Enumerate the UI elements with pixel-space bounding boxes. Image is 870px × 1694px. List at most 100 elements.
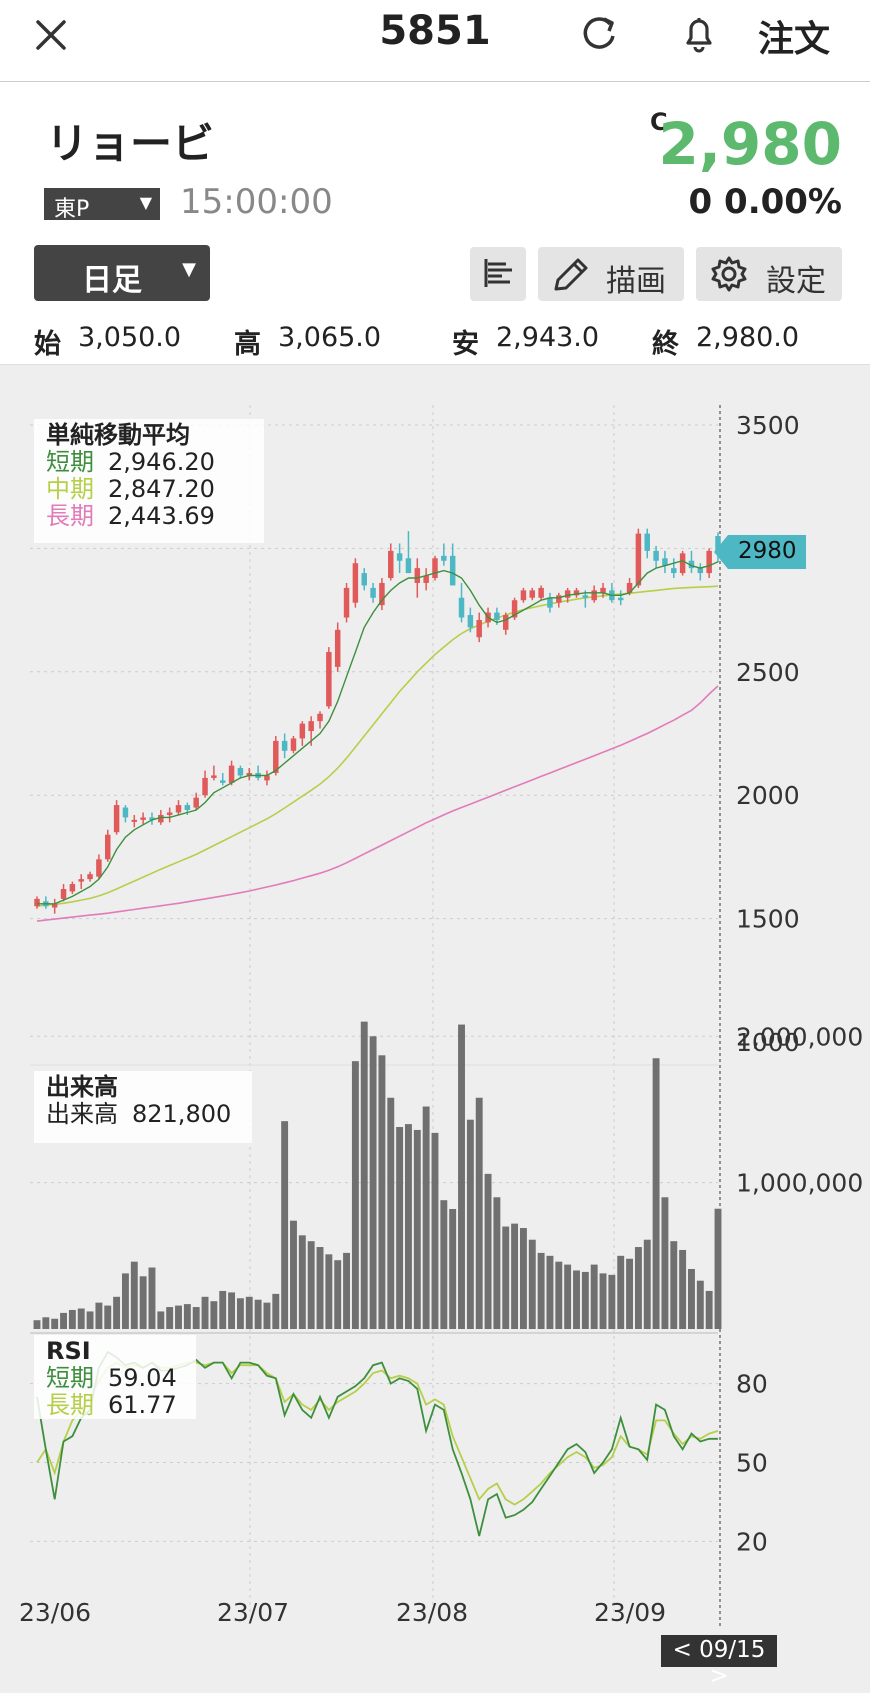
volume-bar bbox=[387, 1097, 395, 1329]
volume-bar bbox=[475, 1097, 483, 1329]
volume-bar bbox=[688, 1268, 695, 1329]
date-tick-label: 23/06 bbox=[19, 1598, 91, 1627]
volume-tick-label: 2,000,000 bbox=[736, 1022, 863, 1051]
date-cursor[interactable]: < 09/15 > bbox=[661, 1635, 777, 1689]
volume-bar bbox=[290, 1220, 297, 1329]
volume-bar bbox=[325, 1254, 333, 1329]
candle-body bbox=[644, 533, 650, 551]
volume-bar bbox=[546, 1255, 554, 1329]
volume-bar bbox=[254, 1299, 262, 1329]
price-tick-label: 1000 bbox=[736, 1028, 800, 1057]
candle-body bbox=[219, 780, 226, 783]
candle-body bbox=[688, 560, 695, 569]
price-chart[interactable]: 1000150020002500350030001,000,0002,000,0… bbox=[0, 365, 870, 1694]
candle-body bbox=[467, 615, 474, 628]
candle-body bbox=[228, 765, 235, 783]
volume-bar bbox=[405, 1124, 412, 1329]
candle-body bbox=[423, 575, 429, 583]
volume-bar bbox=[183, 1304, 191, 1329]
rsi-legend: RSI 短期 59.04 長期 61.77 bbox=[34, 1335, 196, 1419]
date-tick-label: 23/09 bbox=[594, 1598, 666, 1627]
chart-area[interactable]: 1000150020002500350030001,000,0002,000,0… bbox=[0, 364, 870, 1693]
price-tick-label: 2500 bbox=[736, 658, 800, 687]
date-tick-label: 23/07 bbox=[217, 1598, 289, 1627]
sma-short-line bbox=[37, 559, 719, 905]
refresh-icon[interactable] bbox=[576, 10, 622, 56]
draw-label: 描画 bbox=[606, 264, 666, 299]
candle-body bbox=[556, 595, 562, 603]
close-icon[interactable] bbox=[28, 12, 74, 58]
candle-body bbox=[326, 652, 332, 707]
candle-body bbox=[34, 898, 40, 907]
price-change: 0 0.00% bbox=[688, 182, 842, 222]
settings-label: 設定 bbox=[766, 264, 826, 299]
market-selector[interactable]: 東P ▼ bbox=[44, 188, 160, 222]
volume-bar bbox=[42, 1317, 50, 1329]
candle-body bbox=[617, 597, 624, 601]
candle-body bbox=[96, 859, 102, 877]
candle-body bbox=[511, 600, 518, 618]
volume-bar bbox=[192, 1307, 200, 1329]
candle-body bbox=[653, 550, 659, 561]
rsi-tick-label: 20 bbox=[736, 1527, 768, 1556]
volume-legend: 出来高 出来高 821,800 bbox=[34, 1071, 252, 1143]
bell-icon[interactable] bbox=[676, 10, 722, 56]
volume-bar bbox=[130, 1261, 138, 1329]
candle-body bbox=[405, 558, 412, 574]
volume-bar bbox=[449, 1208, 457, 1329]
sma-legend: 単純移動平均 短期 2,946.20 中期 2,847.20 長期 2,443.69 bbox=[34, 419, 264, 543]
settings-button[interactable]: 設定 bbox=[696, 247, 842, 301]
candle-body bbox=[600, 587, 606, 593]
volume-bar bbox=[369, 1036, 377, 1329]
candle-body bbox=[396, 553, 403, 561]
candle-body bbox=[662, 558, 668, 566]
volume-bar bbox=[696, 1280, 704, 1329]
volume-bar bbox=[33, 1320, 41, 1329]
sma-short-label: 短期 bbox=[46, 448, 94, 476]
volume-bar bbox=[272, 1293, 280, 1329]
date-tick-label: 23/08 bbox=[396, 1598, 468, 1627]
volume-bar bbox=[157, 1311, 165, 1329]
volume-bar bbox=[511, 1223, 519, 1329]
board-list-button[interactable] bbox=[470, 247, 526, 301]
volume-bar bbox=[166, 1307, 174, 1329]
period-selector[interactable]: 日足 ▼ bbox=[34, 245, 210, 301]
candle-body bbox=[582, 595, 589, 598]
high-value: 3,065.0 bbox=[278, 322, 382, 353]
volume-bar bbox=[68, 1309, 76, 1329]
rsi-short-label: 短期 bbox=[46, 1364, 94, 1392]
volume-bar bbox=[139, 1276, 147, 1329]
sma-mid-value: 2,847.20 bbox=[108, 475, 215, 503]
volume-bar bbox=[608, 1274, 616, 1329]
candle-body bbox=[211, 775, 217, 778]
volume-bar bbox=[564, 1264, 572, 1329]
volume-bar bbox=[484, 1173, 492, 1329]
candle-body bbox=[538, 587, 544, 598]
close-value: 2,980.0 bbox=[696, 322, 800, 353]
candle-body bbox=[334, 629, 341, 667]
volume-bar bbox=[210, 1301, 218, 1329]
draw-button[interactable]: 描画 bbox=[538, 247, 684, 301]
candle-body bbox=[476, 619, 482, 638]
volume-bar bbox=[617, 1255, 625, 1329]
volume-bar bbox=[334, 1260, 342, 1329]
candle-body bbox=[414, 568, 421, 583]
order-button[interactable]: 注文 bbox=[758, 19, 831, 60]
volume-bar bbox=[652, 1058, 660, 1329]
candle-body bbox=[626, 582, 633, 593]
candle-body bbox=[87, 874, 93, 880]
volume-bar bbox=[236, 1298, 244, 1329]
sma-mid-line bbox=[36, 585, 719, 908]
candle-body bbox=[388, 550, 394, 579]
chart-toolbar: 日足 ▼ 描画 設定 bbox=[0, 245, 870, 305]
caret-down-icon: ▼ bbox=[139, 193, 152, 212]
volume-bar bbox=[626, 1258, 634, 1329]
candle-body bbox=[202, 777, 208, 796]
sma-short-value: 2,946.20 bbox=[108, 448, 215, 476]
volume-bar bbox=[679, 1249, 687, 1329]
volume-bar bbox=[175, 1305, 182, 1329]
candle-body bbox=[69, 884, 76, 892]
current-price-tag: 2980 bbox=[714, 535, 806, 569]
volume-bar bbox=[201, 1296, 209, 1329]
candle-body bbox=[370, 587, 376, 598]
